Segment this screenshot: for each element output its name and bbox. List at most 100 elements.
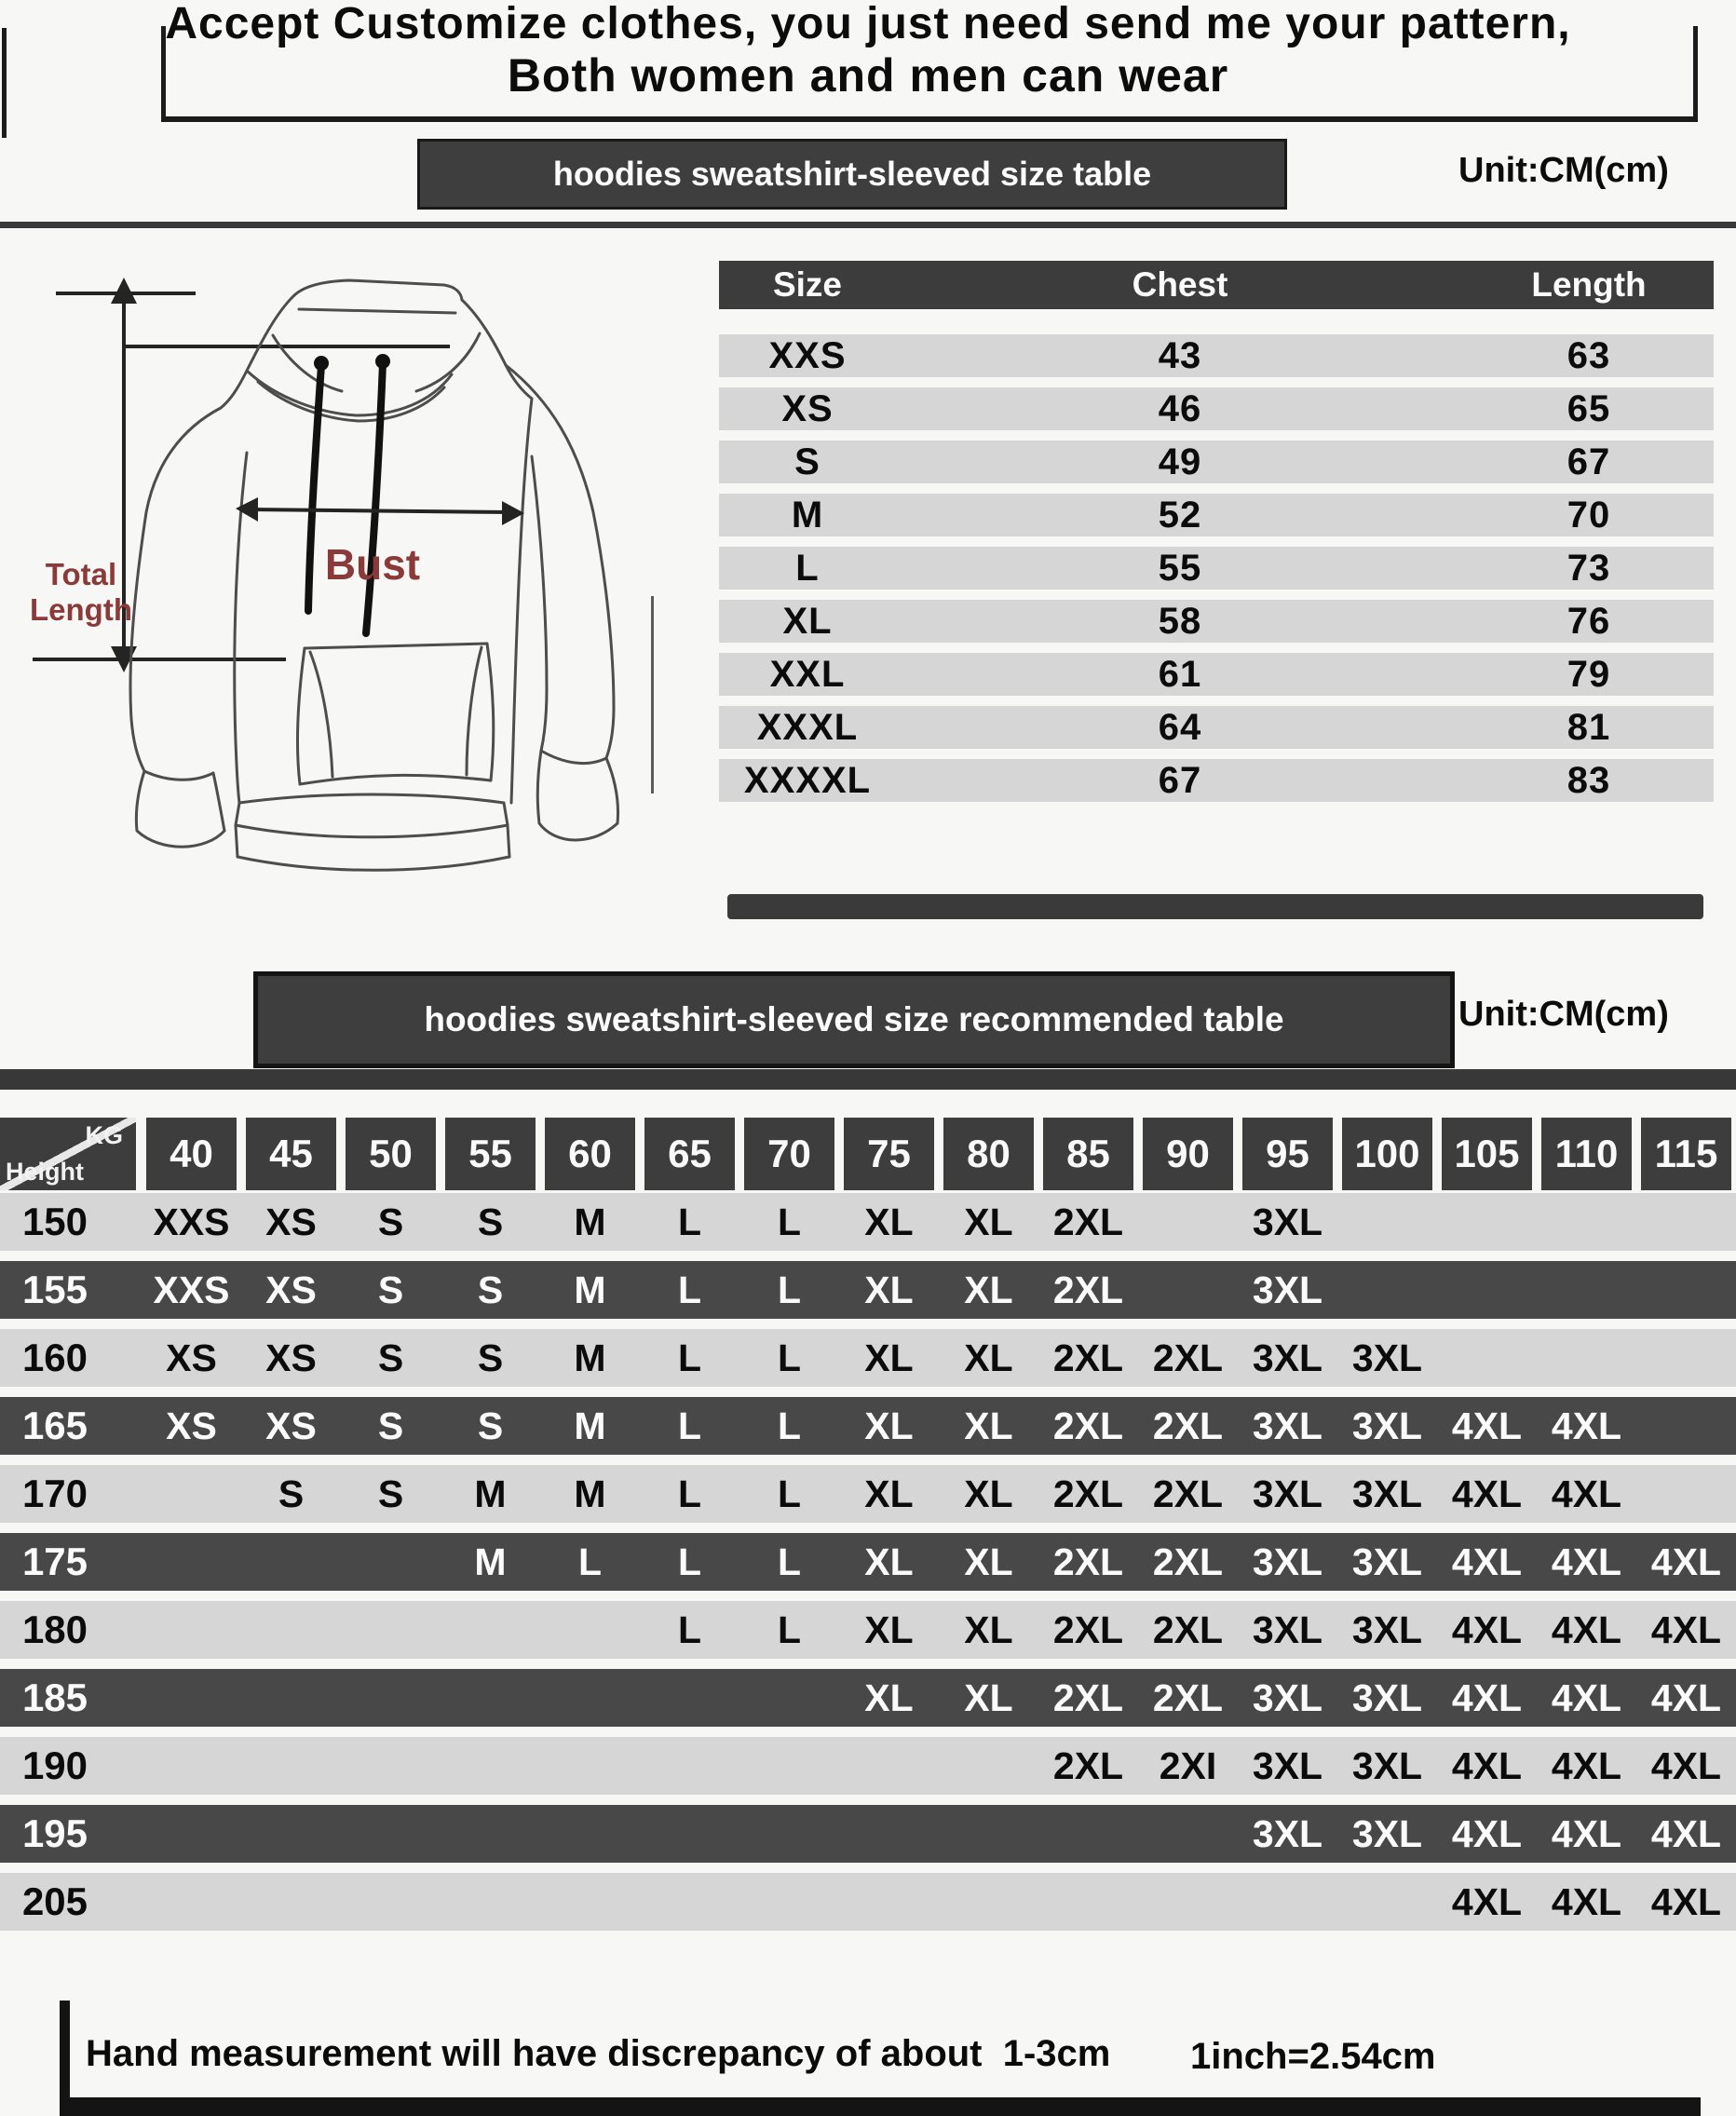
bust-label: Bust [325, 540, 420, 589]
drawstring-eyelet-right [375, 354, 390, 369]
reco-size-cell: 3XL [1351, 1404, 1423, 1447]
reco-size-cell: XL [964, 1472, 1013, 1515]
inch-conversion-note: 1inch=2.54cm [1190, 2036, 1436, 2077]
weight-header-cell: 70 [744, 1118, 834, 1190]
reco-size-cell: 2XL [1152, 1336, 1224, 1379]
size-table-row: XXS 43 63 [719, 334, 1714, 377]
size-table-cell: S [794, 441, 821, 482]
size-table-cell: 81 [1566, 706, 1611, 748]
size-table-row: XL 58 76 [719, 600, 1714, 643]
reco-size-cell: XL [964, 1404, 1013, 1447]
unit-label-1: Unit:CM(cm) [1458, 151, 1669, 190]
reco-size-cell: XL [864, 1404, 914, 1447]
reco-size-cell: M [574, 1472, 606, 1515]
reco-size-cell: 2XL [1052, 1472, 1124, 1515]
size-table-cell: 76 [1566, 600, 1611, 642]
reco-size-cell: L [677, 1540, 702, 1583]
reco-size-cell: XS [265, 1404, 317, 1447]
reco-size-cell: L [677, 1404, 702, 1447]
reco-size-cell: S [377, 1200, 404, 1243]
reco-size-cell: M [574, 1404, 606, 1447]
size-table-cell: XXXL [756, 706, 859, 748]
reco-size-cell: 2XL [1052, 1540, 1124, 1583]
reco-table-row: 205 4XL 4XL 4XL [0, 1873, 1736, 1931]
size-table-cell: XXXXL [743, 759, 872, 801]
size-table-cell: 58 [1158, 600, 1202, 642]
weight-header-cell: 105 [1442, 1118, 1532, 1190]
reco-size-cell: S [477, 1336, 504, 1379]
reco-size-cell: M [574, 1268, 606, 1311]
size-table-cell: XL [782, 600, 833, 642]
reco-size-cell: 4XL [1551, 1811, 1622, 1855]
height-row-label: 180 [21, 1607, 88, 1651]
reco-size-cell: XL [964, 1336, 1013, 1379]
reco-size-cell: L [677, 1607, 702, 1651]
size-table-cell: 67 [1158, 759, 1202, 801]
height-row-label: 150 [21, 1200, 88, 1243]
weight-header-cell: 115 [1641, 1118, 1731, 1190]
weight-header-cell: 50 [346, 1118, 436, 1190]
size-table-cell: 73 [1566, 547, 1611, 589]
reco-size-cell: 4XL [1451, 1879, 1523, 1923]
page-title-line1: Accept Customize clothes, you just need … [165, 0, 1571, 48]
reco-table-row: 165 XS XS S S M L L XL XL 2XL 2XL 3XL 3XL 4XL 4XL [0, 1397, 1736, 1455]
reco-size-cell: M [474, 1540, 507, 1583]
reco-size-cell: XL [964, 1540, 1013, 1583]
reco-size-cell: M [474, 1472, 507, 1515]
height-row-label: 190 [21, 1743, 88, 1787]
height-row-label: 170 [21, 1472, 88, 1515]
reco-size-cell: 4XL [1451, 1540, 1523, 1583]
reco-size-cell: 4XL [1551, 1540, 1622, 1583]
reco-size-cell: 4XL [1650, 1540, 1722, 1583]
reco-size-cell: XL [964, 1607, 1013, 1651]
weight-header-cell: 95 [1242, 1118, 1333, 1190]
size-table-cell: 43 [1158, 334, 1202, 376]
drawstring-eyelet-left [314, 356, 329, 371]
reco-size-cell: S [477, 1404, 504, 1447]
size-table-cell: 79 [1566, 653, 1611, 695]
reco-size-cell: 2XL [1152, 1540, 1224, 1583]
reco-size-cell: S [477, 1268, 504, 1311]
size-table-left-border [651, 596, 654, 794]
reco-table-row: 155 XXS XS S S M L L XL XL 2XL 3XL [0, 1261, 1736, 1319]
reco-size-cell: XL [864, 1472, 914, 1515]
size-table-row: XXXXL 67 83 [719, 759, 1714, 802]
reco-size-cell: XS [265, 1336, 317, 1379]
reco-size-cell: 3XL [1252, 1743, 1323, 1787]
length-column-header: Length [1531, 265, 1647, 304]
reco-size-cell: 4XL [1451, 1675, 1523, 1719]
footer-bracket-vertical [60, 2001, 70, 2116]
size-table-row: M 52 70 [719, 494, 1714, 536]
weight-header-cell: 90 [1143, 1118, 1233, 1190]
size-table-cell: 67 [1566, 441, 1611, 482]
reco-table-header: KG Height 40 45 50 55 60 65 70 75 80 85 90 95 100 105… [0, 1118, 1736, 1190]
reco-size-cell: 4XL [1451, 1743, 1523, 1787]
size-table-cell: XXS [768, 334, 847, 376]
reco-size-cell: XL [864, 1268, 914, 1311]
reco-size-cell: L [577, 1540, 603, 1583]
reco-size-cell: S [477, 1200, 504, 1243]
reco-size-cell: 4XL [1650, 1811, 1722, 1855]
reco-size-cell: 2XL [1052, 1607, 1124, 1651]
weight-header-cell: 55 [445, 1118, 536, 1190]
weight-header-cell: 45 [246, 1118, 336, 1190]
reco-size-cell: S [278, 1472, 305, 1515]
reco-size-cell: S [377, 1336, 404, 1379]
bust-arrowhead-right [502, 501, 524, 525]
reco-size-cell: 2XL [1052, 1404, 1124, 1447]
weight-header-cell: 110 [1541, 1118, 1632, 1190]
drawstrings [305, 359, 387, 637]
size-table-row: S 49 67 [719, 441, 1714, 483]
reco-table-row: 185 XL XL 2XL 2XL 3XL 3XL 4XL 4XL 4XL [0, 1669, 1736, 1727]
size-table-cell: 55 [1158, 547, 1202, 589]
bust-arrow [248, 508, 512, 514]
reco-size-cell: L [777, 1607, 802, 1651]
page-title-line2: Both women and men can wear [507, 49, 1229, 102]
reco-size-cell: 3XL [1351, 1336, 1423, 1379]
reco-size-cell: 3XL [1252, 1472, 1323, 1515]
reco-size-cell: XS [265, 1268, 317, 1311]
reco-table-row: 180 L L XL XL 2XL 2XL 3XL 3XL 4XL 4XL 4XL [0, 1601, 1736, 1659]
reco-size-cell: L [677, 1268, 702, 1311]
reco-size-cell: L [777, 1200, 802, 1243]
weight-header-cell: 75 [844, 1118, 934, 1190]
